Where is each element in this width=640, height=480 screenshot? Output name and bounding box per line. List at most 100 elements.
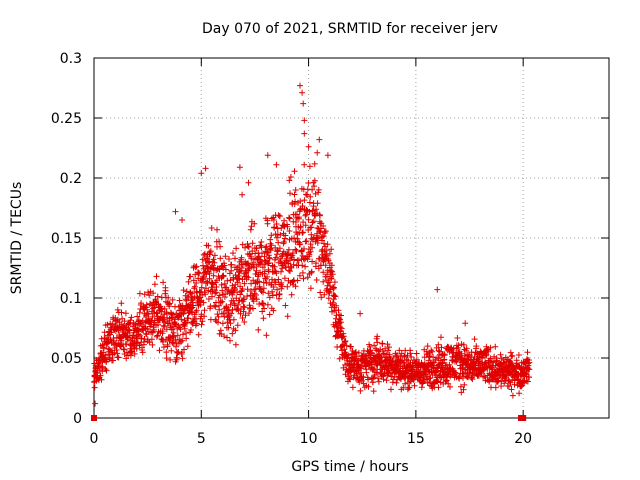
data-point (205, 296, 212, 302)
data-point (288, 291, 295, 298)
data-point (388, 386, 394, 393)
data-point (279, 283, 286, 290)
data-point (520, 415, 527, 421)
data-point (261, 261, 268, 268)
data-point (222, 266, 229, 273)
data-point (349, 384, 356, 391)
data-point (138, 300, 145, 307)
data-point (98, 376, 105, 383)
data-point (208, 225, 215, 231)
data-point (266, 260, 272, 266)
data-point (299, 262, 306, 269)
data-point (287, 190, 293, 197)
data-point (242, 312, 249, 319)
data-point (189, 296, 196, 303)
data-point (232, 272, 239, 278)
data-point (296, 272, 303, 279)
data-point (328, 267, 335, 274)
data-point (158, 313, 164, 320)
data-point (235, 301, 242, 308)
data-point (342, 338, 349, 345)
data-point (240, 308, 247, 315)
data-point (494, 357, 500, 364)
data-point (183, 330, 190, 337)
data-point (345, 352, 352, 359)
data-point (241, 319, 248, 325)
data-point (231, 284, 238, 291)
data-point (222, 284, 229, 291)
data-point (479, 355, 486, 362)
data-point (198, 284, 205, 291)
data-point (269, 292, 276, 299)
data-point (328, 246, 335, 253)
data-point (185, 315, 192, 322)
data-point (375, 378, 382, 385)
data-point (317, 212, 323, 219)
data-point (206, 270, 213, 277)
data-point (262, 244, 269, 251)
x-axis-label: GPS time / hours (291, 459, 408, 475)
data-point (276, 245, 283, 252)
data-point (136, 309, 143, 316)
data-point (320, 233, 327, 240)
data-point (325, 279, 332, 286)
data-point (267, 247, 274, 254)
data-point (193, 280, 200, 286)
data-point (217, 243, 224, 250)
data-point (508, 386, 515, 393)
data-point (197, 301, 204, 308)
data-point (101, 329, 108, 336)
data-point (218, 281, 225, 288)
data-point (526, 366, 533, 373)
data-point (523, 370, 530, 377)
data-point (292, 246, 299, 253)
data-point (347, 376, 353, 383)
data-point (259, 250, 265, 257)
data-point (457, 383, 464, 390)
data-point (300, 229, 306, 236)
data-point (99, 364, 106, 371)
data-point (305, 143, 312, 150)
data-point (275, 239, 282, 246)
data-point (323, 247, 330, 254)
data-point (213, 284, 220, 290)
data-point (264, 301, 271, 308)
data-point (313, 206, 320, 213)
data-point (158, 308, 165, 315)
data-point (91, 415, 97, 421)
data-point (174, 354, 180, 361)
data-point (315, 235, 322, 242)
data-point (118, 309, 125, 316)
data-point (165, 294, 172, 301)
data-point (316, 136, 323, 143)
data-point (281, 217, 288, 224)
data-point (487, 344, 494, 351)
data-point (322, 228, 329, 235)
data-point (297, 241, 304, 248)
data-point (198, 170, 205, 177)
data-point (314, 149, 321, 156)
data-point (463, 345, 470, 352)
data-point (311, 177, 318, 184)
data-point (135, 331, 142, 338)
data-point (140, 341, 147, 348)
data-point (462, 320, 469, 327)
data-point (281, 239, 287, 245)
data-point (371, 342, 378, 349)
data-point (241, 304, 248, 311)
data-point (295, 257, 302, 264)
data-point (348, 343, 354, 350)
data-point (144, 306, 150, 313)
data-point (161, 305, 168, 312)
data-point (216, 306, 223, 313)
data-point (306, 163, 313, 170)
data-point (301, 130, 308, 137)
data-point (256, 253, 263, 260)
data-point (458, 350, 465, 357)
data-point (215, 319, 221, 326)
data-point (219, 287, 226, 294)
data-point (389, 370, 396, 377)
data-point (175, 313, 182, 320)
data-point (251, 220, 258, 227)
data-point (225, 324, 232, 331)
